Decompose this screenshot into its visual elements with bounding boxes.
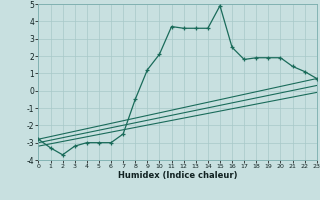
X-axis label: Humidex (Indice chaleur): Humidex (Indice chaleur) [118,171,237,180]
